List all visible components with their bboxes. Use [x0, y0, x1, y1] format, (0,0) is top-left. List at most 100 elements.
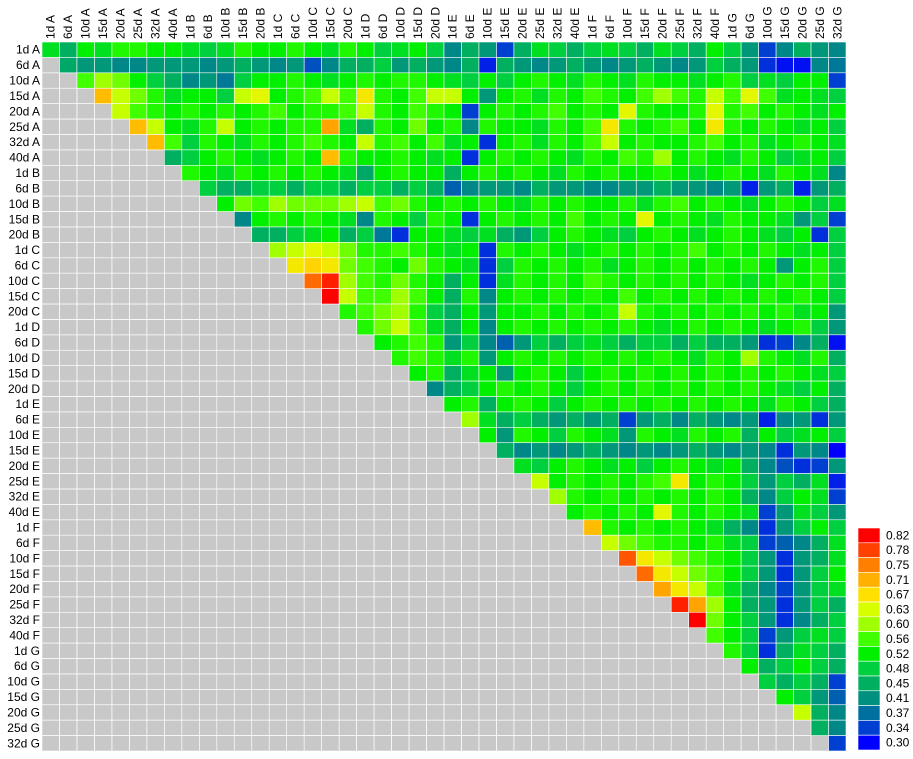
- x-tick-label: 20d B: [253, 8, 267, 39]
- heat-cell: [601, 519, 620, 536]
- heat-cell: [688, 72, 707, 89]
- x-tick-label: 6d D: [376, 13, 390, 39]
- heat-cell: [268, 149, 287, 166]
- heat-cell: [443, 257, 462, 274]
- heat-cell: [723, 149, 742, 166]
- heat-cell: [775, 596, 794, 613]
- heat-cell: [391, 134, 410, 151]
- heat-cell: [548, 473, 567, 490]
- heat-cell: [793, 134, 812, 151]
- heat-cell: [775, 257, 794, 274]
- heat-cell: [426, 365, 445, 382]
- heat-cell: [496, 211, 515, 228]
- heat-cell: [548, 411, 567, 428]
- heat-cell: [810, 519, 829, 536]
- heat-cell: [583, 396, 602, 413]
- heat-cell: [513, 288, 532, 305]
- heat-cell: [793, 103, 812, 120]
- heat-cell: [688, 272, 707, 289]
- y-tick-label: 40d A: [9, 151, 40, 165]
- heat-cell: [478, 226, 497, 243]
- heat-cell: [688, 118, 707, 135]
- heat-cell: [461, 242, 480, 259]
- heat-cell: [705, 457, 724, 474]
- y-tick-label: 10d D: [8, 351, 40, 365]
- heat-cell: [601, 504, 620, 521]
- heat-cell: [705, 319, 724, 336]
- heat-cell: [810, 642, 829, 659]
- heat-cell: [601, 257, 620, 274]
- heat-cell: [548, 41, 567, 58]
- heat-cell: [775, 473, 794, 490]
- heat-cell: [478, 242, 497, 259]
- heat-cell: [426, 226, 445, 243]
- heat-cell: [164, 149, 183, 166]
- heat-cell: [775, 57, 794, 74]
- heat-cell: [705, 134, 724, 151]
- heat-cell: [793, 411, 812, 428]
- heat-cell: [775, 149, 794, 166]
- heat-cell: [688, 257, 707, 274]
- heat-cell: [566, 195, 585, 212]
- heat-cell: [635, 134, 655, 151]
- heat-cell: [740, 596, 759, 613]
- heat-cell: [688, 41, 707, 58]
- heat-cell: [583, 272, 602, 289]
- heat-cell: [251, 165, 270, 182]
- y-tick-label: 15d A: [9, 89, 40, 103]
- heat-cell: [688, 103, 707, 120]
- heat-cell: [670, 41, 689, 58]
- heat-cell: [531, 118, 550, 135]
- heat-cell: [793, 257, 812, 274]
- y-tick-label: 15d E: [9, 443, 40, 457]
- heat-cell: [391, 303, 410, 320]
- heat-cell: [408, 134, 427, 151]
- heat-cell: [566, 427, 585, 444]
- heat-cell: [618, 41, 637, 58]
- heat-cell: [338, 118, 357, 135]
- heat-cell: [705, 242, 724, 259]
- heat-cell: [233, 134, 253, 151]
- heat-cell: [373, 118, 392, 135]
- x-tick-label: 20d A: [114, 8, 128, 39]
- heat-cell: [828, 257, 847, 274]
- heat-cell: [810, 704, 829, 721]
- heat-cell: [199, 180, 218, 197]
- heat-cell: [740, 165, 759, 182]
- heat-cell: [775, 627, 794, 644]
- heat-cell: [828, 103, 847, 120]
- heat-cell: [810, 581, 829, 598]
- heat-cell: [321, 226, 340, 243]
- heat-cell: [758, 257, 777, 274]
- heat-cell: [496, 442, 515, 459]
- colorbar-label: 0.34: [886, 721, 910, 735]
- heat-cell: [601, 303, 620, 320]
- x-tick-label: 6d G: [743, 13, 757, 39]
- heat-cell: [740, 87, 759, 104]
- heat-cell: [635, 442, 655, 459]
- heat-cell: [583, 365, 602, 382]
- heat-cell: [705, 442, 724, 459]
- heat-cell: [373, 134, 392, 151]
- heat-cell: [321, 165, 340, 182]
- heat-cell: [426, 118, 445, 135]
- heat-cell: [740, 565, 759, 582]
- heat-cell: [513, 334, 532, 351]
- heat-cell: [810, 488, 829, 505]
- heat-cell: [443, 149, 462, 166]
- heat-cell: [286, 226, 305, 243]
- heat-cell: [164, 72, 183, 89]
- heat-cell: [653, 242, 672, 259]
- heat-cell: [373, 211, 392, 228]
- heat-cell: [566, 365, 585, 382]
- y-tick-label: 6d E: [15, 413, 40, 427]
- heat-cell: [583, 226, 602, 243]
- heat-cell: [653, 149, 672, 166]
- heat-cell: [828, 242, 847, 259]
- heat-cell: [828, 427, 847, 444]
- heat-cell: [653, 565, 672, 582]
- x-tick-label: 1d E: [446, 14, 460, 39]
- heat-cell: [705, 195, 724, 212]
- heat-cell: [373, 226, 392, 243]
- heat-cell: [443, 380, 462, 397]
